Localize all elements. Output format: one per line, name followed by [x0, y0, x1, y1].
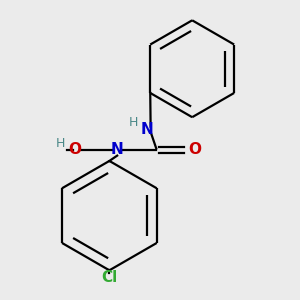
Text: H: H: [56, 136, 65, 150]
Text: O: O: [188, 142, 201, 158]
Text: O: O: [68, 142, 82, 158]
Text: Cl: Cl: [101, 270, 118, 285]
Text: H: H: [129, 116, 138, 129]
Text: N: N: [140, 122, 153, 137]
Text: N: N: [111, 142, 124, 158]
